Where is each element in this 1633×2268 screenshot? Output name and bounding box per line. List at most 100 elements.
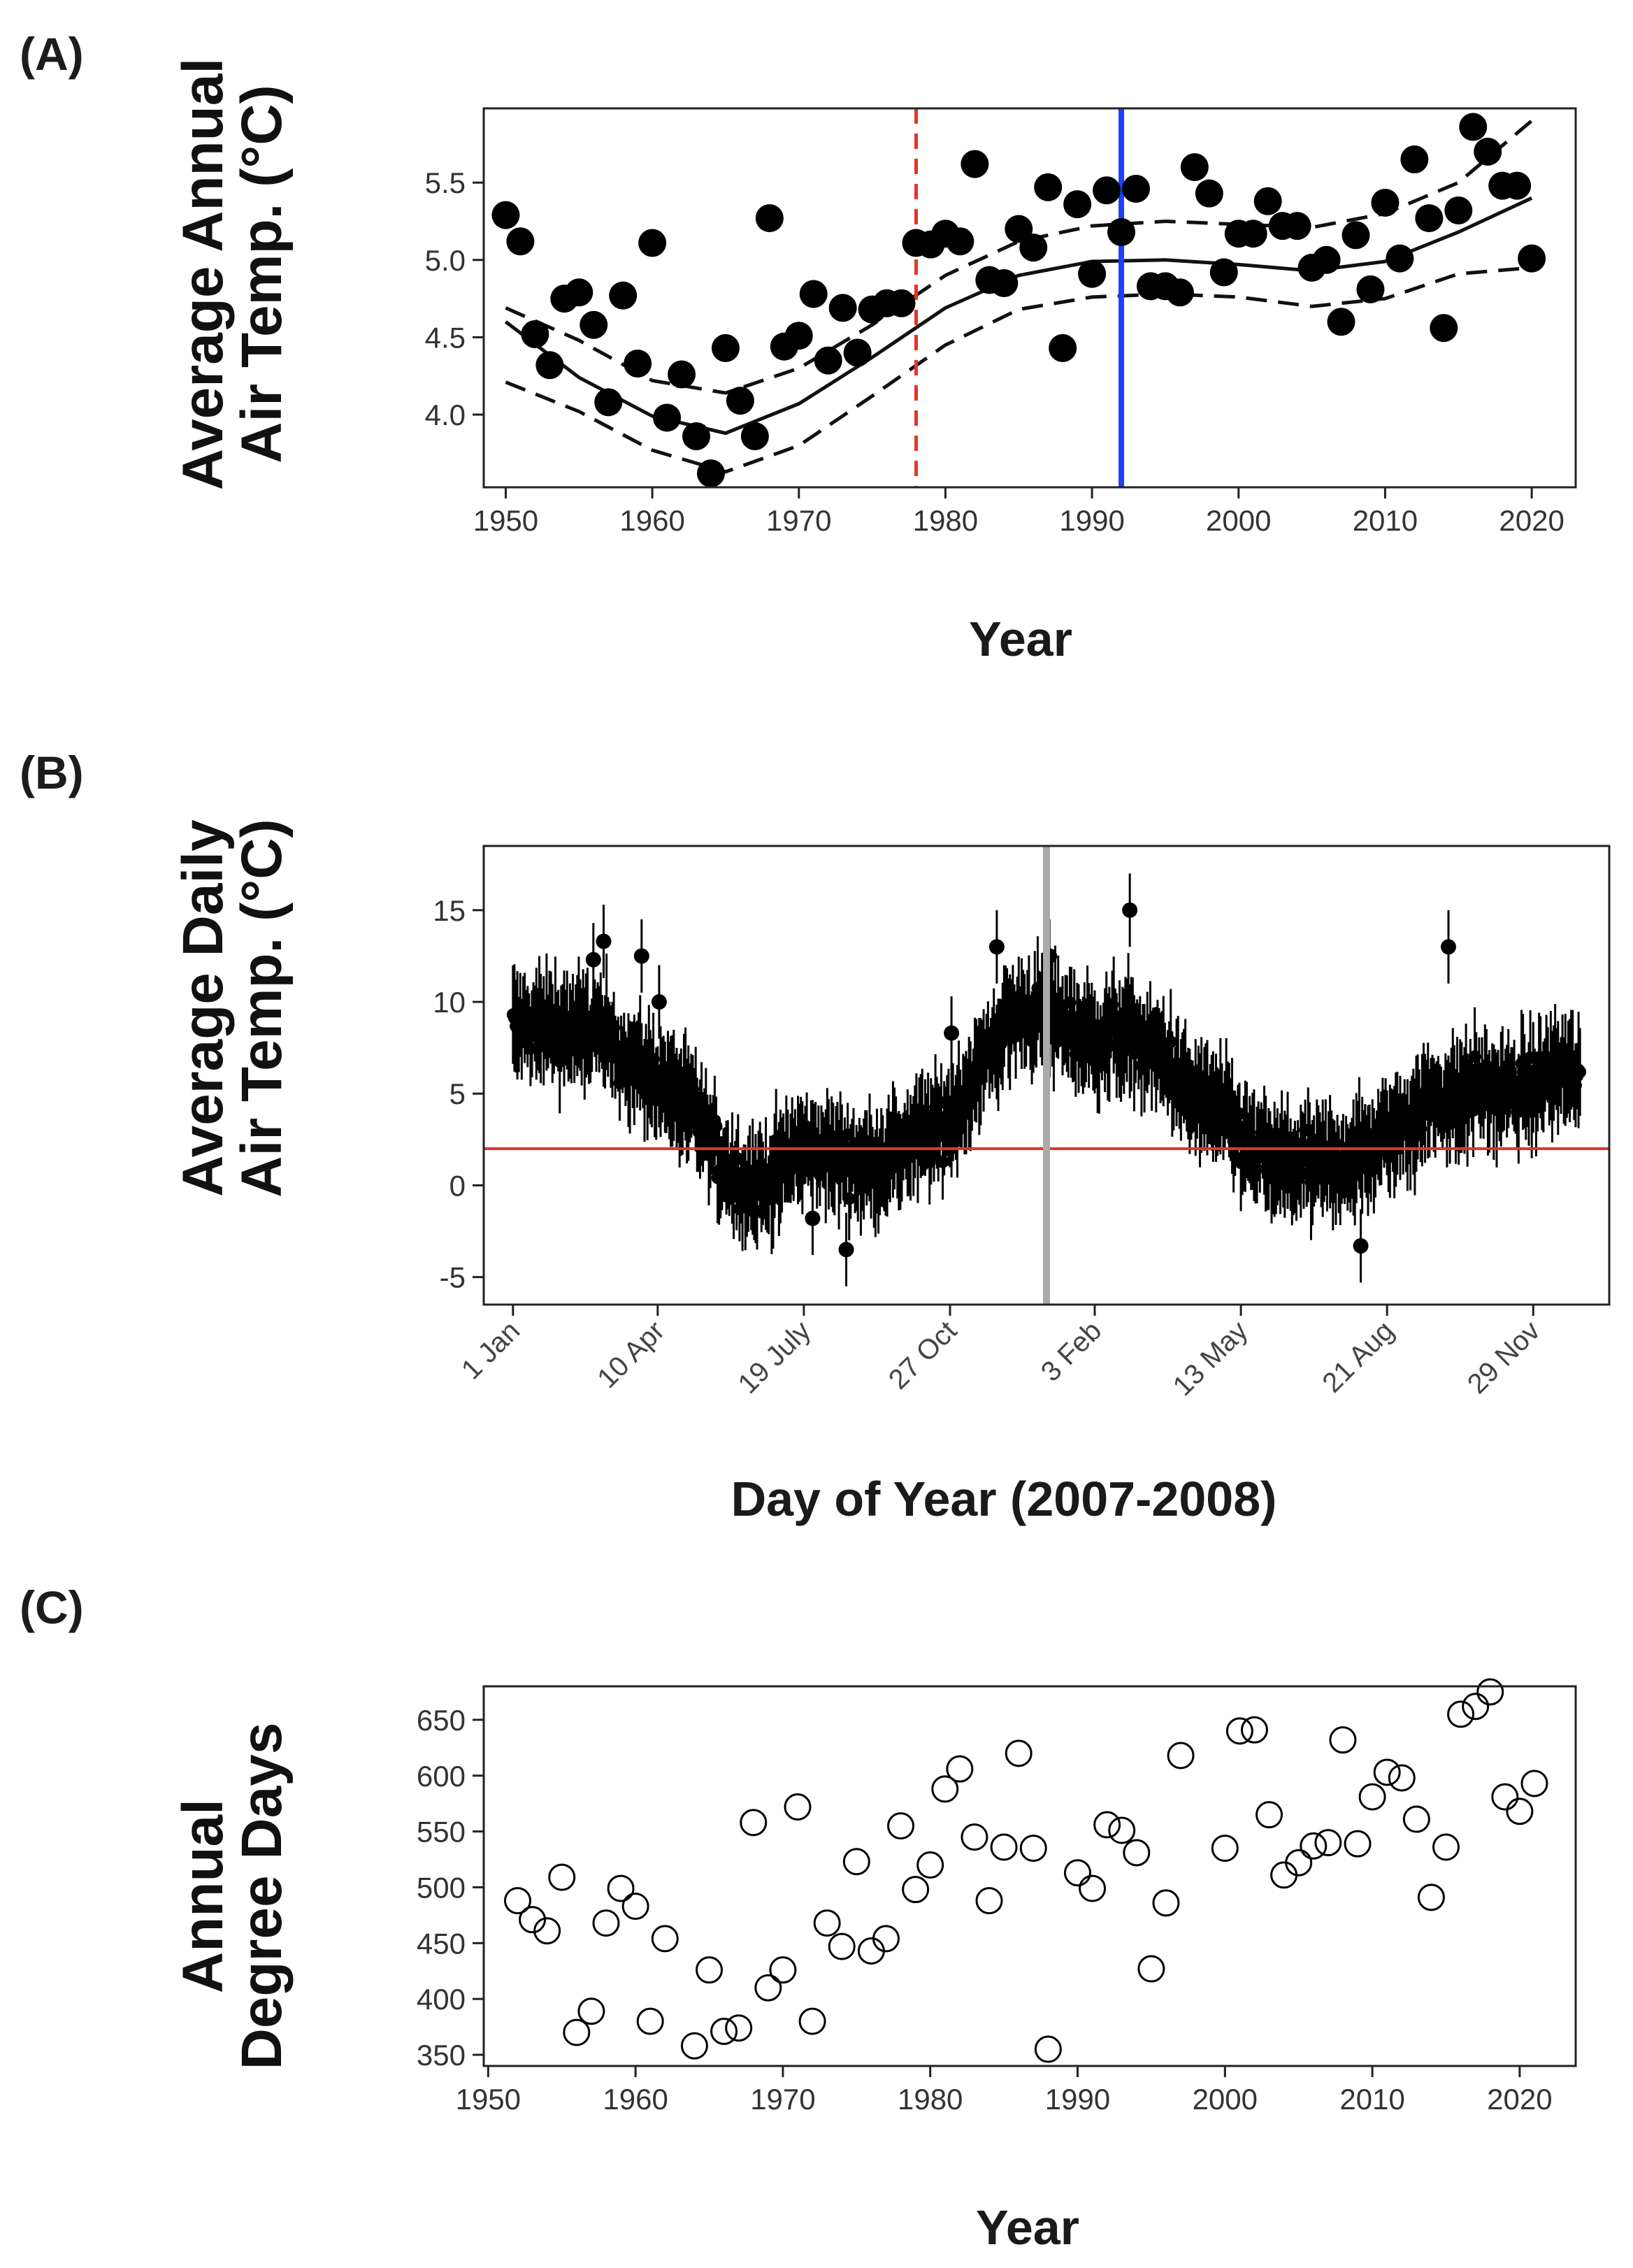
panel-a-xtick-label: 1980 (913, 504, 978, 537)
degree-days-point (1240, 1716, 1268, 1744)
daily-temp-point (842, 1192, 856, 1205)
degree-days-point (872, 1925, 900, 1953)
degree-days-point (607, 1874, 635, 1902)
degree-days-point (1152, 1889, 1180, 1917)
annual-temp-point (580, 310, 608, 339)
degree-days-point (1225, 1717, 1253, 1745)
daily-temp-point (731, 1152, 744, 1165)
panel-c-xtick-label: 1960 (603, 2083, 668, 2116)
daily-temp-point (596, 933, 612, 949)
daily-temp-point (585, 952, 601, 968)
daily-temp-point (651, 994, 667, 1010)
panel-c-frame (482, 1685, 1577, 2067)
degree-days-point (563, 2018, 591, 2046)
daily-temp-point (633, 948, 649, 964)
annual-temp-point (711, 333, 740, 362)
annual-temp-point (624, 350, 652, 378)
annual-temp-point (1195, 179, 1223, 208)
panel-b-ytick-label: 0 (449, 1169, 466, 1202)
annual-temp-point (1474, 137, 1502, 166)
panel-a: (A) Average Annual Air Temp. (°C) Year 4… (20, 28, 1577, 666)
annual-temp-point (1239, 220, 1267, 248)
daily-temp-point (1382, 1151, 1395, 1164)
daily-temp-point (944, 1025, 960, 1041)
panel-c-ytick-label: 400 (417, 1983, 466, 2016)
daily-temp-point (1353, 1238, 1369, 1254)
lower-confidence-band (505, 266, 1532, 474)
panel-b-xtick-label: 29 Nov (1462, 1315, 1546, 1400)
annual-temp-point (1093, 176, 1121, 205)
annual-temp-point (491, 201, 520, 229)
daily-temp-point (710, 1119, 723, 1133)
panel-b-xtick-label: 21 Aug (1316, 1315, 1400, 1398)
daily-temp-point (1164, 1035, 1177, 1049)
degree-days-point (1520, 1770, 1548, 1797)
degree-days-point (1211, 1835, 1239, 1863)
panel-b: (B) Average Daily Air Temp. (°C) Day of … (20, 747, 1611, 1526)
panel-a-xtick-label: 2010 (1353, 504, 1418, 537)
annual-temp-point (1518, 244, 1546, 273)
degree-days-point (1491, 1783, 1519, 1811)
daily-temp-point (1233, 1107, 1246, 1120)
daily-temperature-series (506, 873, 1587, 1286)
degree-days-point (931, 1775, 959, 1803)
panel-a-ylabel-line2: Air Temp. (°C) (230, 85, 294, 464)
panel-a-xlabel: Year (969, 612, 1072, 666)
panel-b-xlabel: Day of Year (2007-2008) (731, 1472, 1277, 1526)
annual-temp-point (1209, 258, 1238, 287)
panel-a-xtick-label: 1950 (473, 504, 538, 537)
panel-a-xtick-label: 2000 (1206, 504, 1271, 537)
panel-b-xtick-label: 3 Feb (1035, 1315, 1107, 1387)
panel-c-xtick-label: 2010 (1339, 2083, 1404, 2116)
panel-a-xtick-label: 1960 (619, 504, 684, 537)
annual-temp-point (668, 360, 696, 389)
degree-days-point (975, 1887, 1003, 1915)
panel-c-label: (C) (20, 1581, 84, 1633)
annual-temp-point (843, 338, 872, 367)
annual-temp-point (594, 388, 623, 417)
panel-b-xtick-label: 10 Apr (591, 1315, 670, 1394)
degree-days-point (710, 2017, 738, 2045)
panel-b-xtick-label: 27 Oct (883, 1315, 963, 1395)
annual-temp-point (1283, 212, 1311, 241)
daily-temp-point (936, 1155, 949, 1168)
panel-a-frame (482, 107, 1577, 489)
daily-temp-point (1574, 1065, 1587, 1079)
panel-c-xlabel: Year (976, 2200, 1079, 2255)
degree-days-point (754, 1974, 782, 2002)
annual-temp-point (784, 322, 813, 350)
degree-days-point (1314, 1829, 1342, 1857)
panel-b-ytick-label: 15 (433, 894, 466, 927)
annual-temp-point (828, 294, 857, 322)
daily-temp-point (1122, 902, 1138, 918)
degree-days-point (696, 1956, 724, 1984)
degree-days-point (1064, 1859, 1092, 1887)
panel-c-xtick-label: 1970 (750, 2083, 815, 2116)
degree-days-point (1476, 1678, 1504, 1706)
panel-b-ytick-label: 10 (433, 986, 466, 1019)
panel-a-ylabel: Average Annual Air Temp. (°C) (171, 58, 294, 490)
annual-temp-point (726, 387, 754, 415)
degree-days-point (1373, 1758, 1401, 1786)
degree-days-point (1344, 1830, 1372, 1858)
panel-c: (C) Annual Degree Days Year 350 400 450 500… (20, 1581, 1577, 2255)
degree-days-point (887, 1812, 915, 1840)
annual-temp-point (961, 150, 989, 178)
panel-c-plot: 350 400 450 500 550 600 650 1950 1960 1970 1980 199… (417, 1678, 1577, 2116)
panel-b-ytick-label: -5 (440, 1261, 466, 1294)
degree-days-point (740, 1809, 768, 1837)
annual-temp-point (1430, 314, 1458, 343)
panel-c-ytick-label: 600 (417, 1760, 466, 1793)
annual-temp-point (653, 403, 682, 432)
annual-temp-point (1063, 190, 1092, 219)
panel-c-xtick-label: 2020 (1487, 2083, 1552, 2116)
degree-days-point (902, 1876, 930, 1904)
degree-days-point (533, 1917, 561, 1945)
annual-temp-point (696, 459, 725, 488)
degree-days-point (990, 1833, 1018, 1861)
degree-days-point (769, 1956, 797, 1984)
annual-temp-point (1356, 275, 1385, 303)
panel-a-ytick-label: 4.0 (425, 399, 466, 431)
annual-temp-point (1019, 234, 1048, 262)
